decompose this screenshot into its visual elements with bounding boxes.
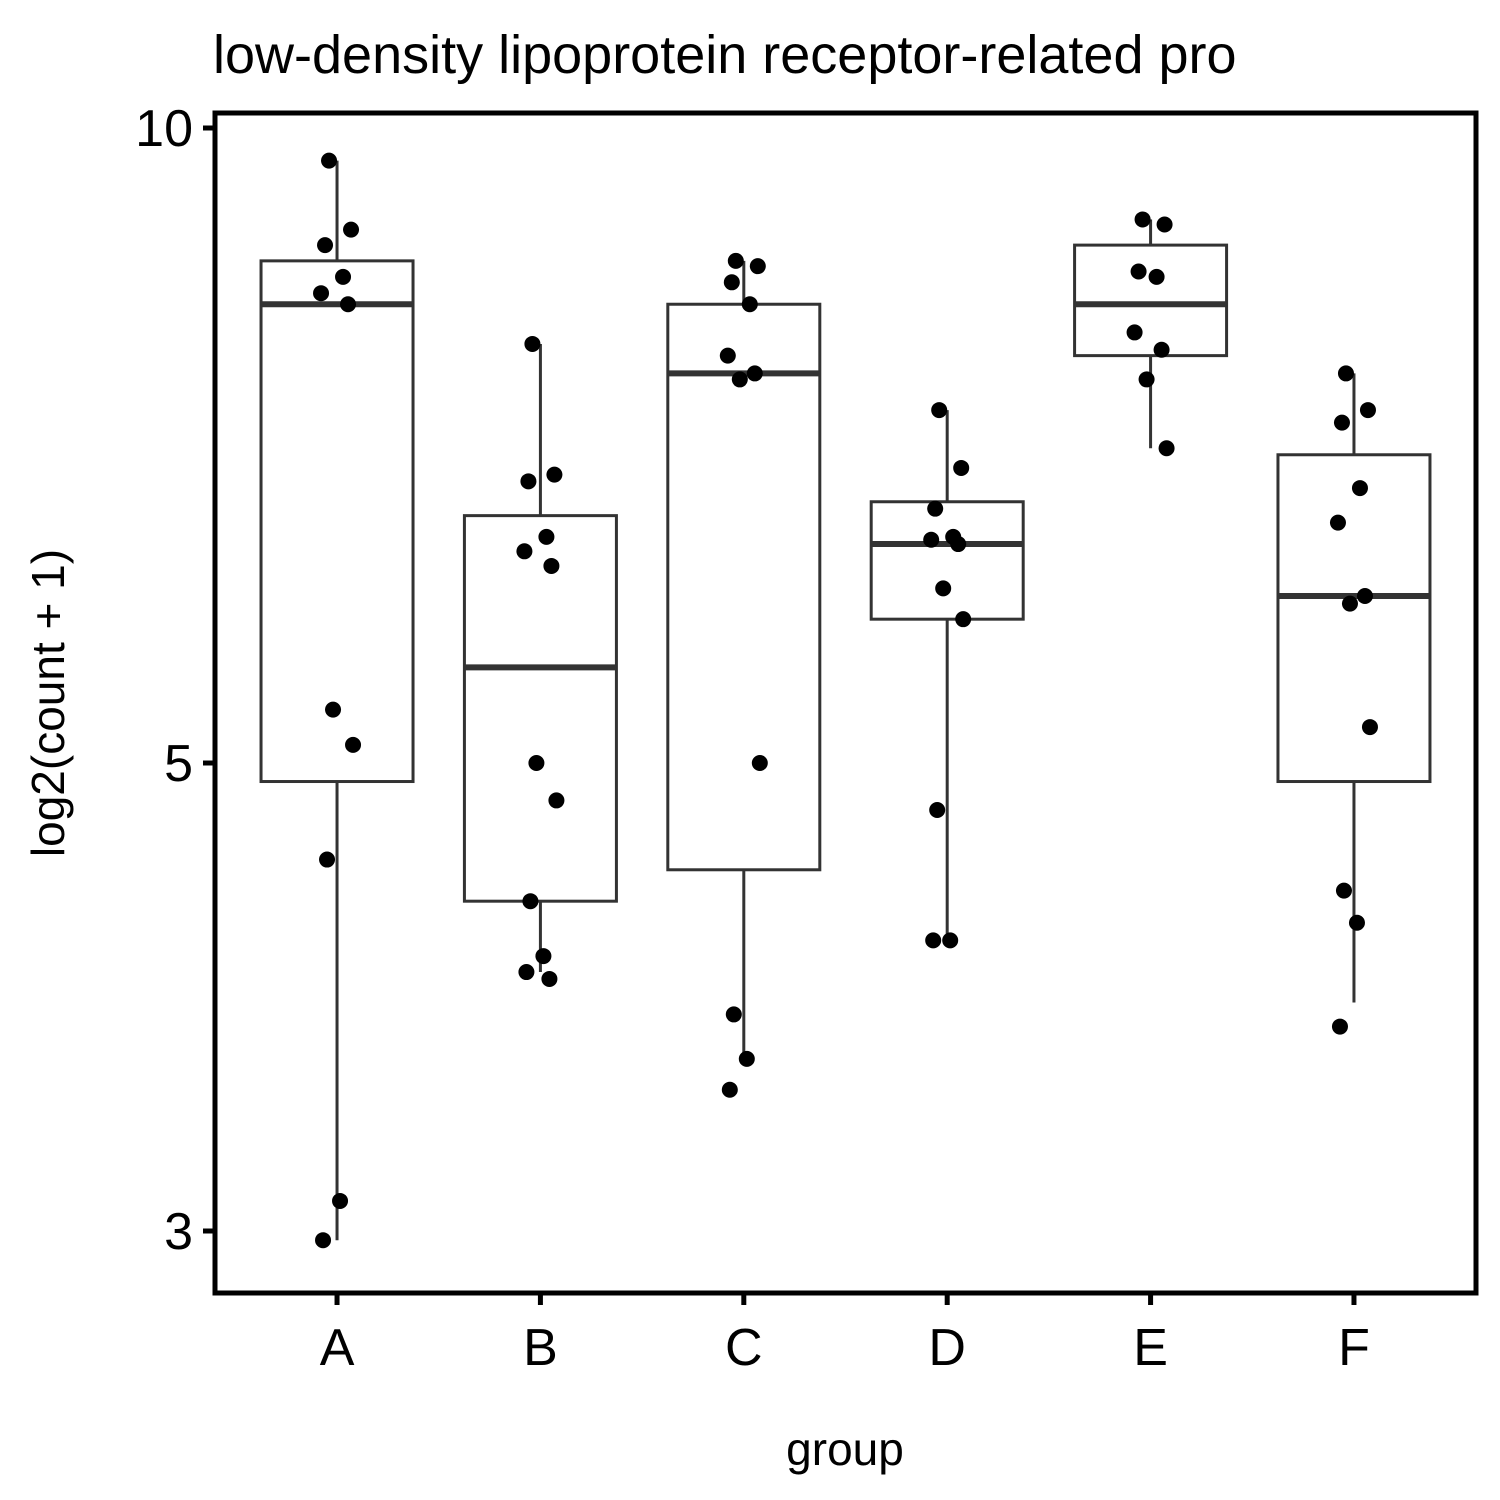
data-point [738,1050,755,1067]
y-axis: 10 5 3 [135,100,215,1261]
data-point [953,459,970,476]
x-tick-label: C [725,1319,763,1377]
box-iqr [1073,243,1229,358]
box-iqr [869,500,1025,621]
data-point [1126,324,1143,341]
x-axis: A B C D E F [320,1293,1370,1377]
data-point [1356,587,1373,604]
data-point [319,851,336,868]
points-A [313,152,362,1249]
x-axis-title: group [786,1423,904,1475]
data-point [535,948,552,965]
data-point [325,701,342,718]
data-point [741,296,758,313]
data-point [1337,365,1354,382]
data-point [955,611,972,628]
data-point [332,1192,349,1209]
box-B [462,343,618,973]
x-tick-label: A [320,1319,355,1377]
data-point [345,736,362,753]
data-point [931,402,948,419]
data-point [727,252,744,269]
y-tick-label: 3 [164,1203,193,1261]
data-point [520,473,537,490]
data-point [1156,216,1173,233]
data-point [335,268,352,285]
data-point [1341,595,1358,612]
data-point [942,932,959,949]
data-point [929,802,946,819]
data-point [1359,402,1376,419]
data-point [925,932,942,949]
data-point [315,1232,332,1249]
x-tick-label: D [928,1319,966,1377]
data-point [927,500,944,517]
y-axis-title: log2(count + 1) [22,549,74,857]
data-point [524,335,541,352]
data-point [541,970,558,987]
data-point [1148,268,1165,285]
data-point [719,347,736,364]
data-point [1331,1018,1348,1035]
data-point [538,528,555,545]
points-F [1329,365,1378,1035]
data-point [543,557,560,574]
data-point [1134,211,1151,228]
data-point [528,755,545,772]
data-point [1138,371,1155,388]
data-point [343,221,360,238]
data-point [317,237,334,254]
data-point [725,1006,742,1023]
data-point [1333,414,1350,431]
data-point [749,258,766,275]
data-point [1348,914,1365,931]
data-point [1361,719,1378,736]
x-tick-label: E [1133,1319,1168,1377]
panel-border [212,110,1479,1296]
points-C [719,252,768,1098]
x-tick-label: B [523,1319,558,1377]
points-B [516,335,565,987]
data-point [935,580,952,597]
data-point [518,964,535,981]
data-point [340,296,357,313]
data-point [1335,882,1352,899]
box-iqr [666,302,822,872]
box-E [1073,219,1229,449]
data-point [1158,440,1175,457]
data-point [546,466,563,483]
box-A [259,160,415,1241]
box-C [666,260,822,1064]
data-point [321,152,338,169]
data-point [751,755,768,772]
data-point [1153,341,1170,358]
box-iqr [462,514,618,903]
data-point [522,893,539,910]
data-point [1130,263,1147,280]
box-iqr [259,259,415,784]
box-iqr [1276,453,1432,784]
points-D [923,402,972,949]
box-F [1276,373,1432,1003]
x-tick-label: F [1338,1319,1370,1377]
data-point [1351,480,1368,497]
data-point [731,371,748,388]
data-point [313,285,330,302]
data-point [721,1081,738,1098]
points-E [1126,211,1175,457]
y-tick-label: 10 [135,100,193,158]
data-point [950,536,967,553]
data-point [923,531,940,548]
data-point [723,274,740,291]
box-D [869,410,1025,934]
y-tick-label: 5 [164,735,193,793]
data-point [746,365,763,382]
data-point [516,543,533,560]
chart-title: low-density lipoprotein receptor-related… [213,25,1237,85]
data-point [1329,514,1346,531]
data-point [548,792,565,809]
plot-area [259,152,1432,1249]
